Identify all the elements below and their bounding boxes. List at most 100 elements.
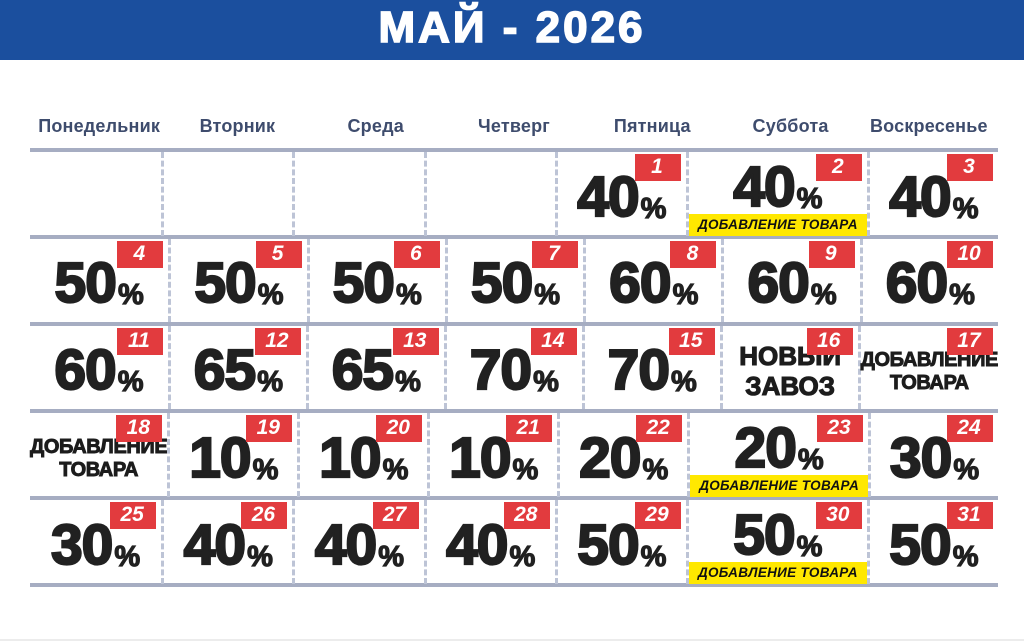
date-badge: 29	[634, 502, 681, 529]
calendar-cell-day-21: 21 10%	[427, 413, 557, 498]
calendar-cell-day-1: 1 40%	[554, 152, 686, 237]
discount-number: 60	[53, 337, 118, 402]
calendar-grid: 1 40% 2 40% ДОБАВЛЕНИЕ ТОВАРА 3 40% 4 50% 5 50% 6 50…	[30, 148, 999, 587]
date-badge: 12	[254, 328, 301, 355]
date-badge: 26	[241, 502, 288, 529]
product-addition-tag: ДОБАВЛЕНИЕ ТОВАРА	[690, 475, 869, 498]
discount-value: 50%	[576, 512, 667, 577]
discount-number: 40	[732, 155, 797, 219]
calendar-cell-day-12: 12 65%	[167, 326, 306, 409]
calendar-cell-day-17: 17 ДОБАВЛЕНИЕ ТОВАРА	[857, 326, 999, 409]
date-badge: 20	[376, 415, 423, 442]
calendar-cell-day-7: 7 50%	[444, 239, 583, 322]
percent-sign: %	[797, 444, 824, 477]
discount-number: 65	[331, 337, 396, 402]
discount-value: 40%	[445, 515, 536, 575]
calendar-cell-empty	[161, 152, 292, 237]
discount-value: 10%	[318, 428, 409, 488]
discount-value: 70%	[469, 337, 560, 402]
calendar-cell-day-13: 13 65%	[305, 326, 444, 409]
weekday-header-thursday: Четверг	[478, 116, 550, 136]
calendar-cell-empty	[292, 152, 423, 237]
discount-value: 60%	[746, 253, 837, 313]
discount-number: 40	[888, 164, 953, 229]
date-badge: 24	[946, 415, 993, 442]
date-badge: 13	[392, 328, 439, 355]
month-title: МАЙ - 2026	[378, 3, 646, 52]
discount-value: 60%	[53, 337, 144, 402]
percent-sign: %	[640, 540, 667, 573]
calendar-cell-day-4: 4 50%	[30, 239, 168, 322]
discount-value: 10%	[188, 425, 279, 490]
discount-number: 10	[188, 425, 253, 490]
calendar-cell-day-27: 27 40%	[292, 500, 423, 585]
calendar-cell-day-6: 6 50%	[306, 239, 445, 322]
calendar-cell-empty	[30, 152, 161, 236]
calendar-cell-day-9: 9 60%	[721, 239, 859, 322]
percent-sign: %	[670, 366, 697, 399]
weekday-header-sunday: Воскресенье	[869, 116, 988, 136]
date-badge: 16	[806, 328, 853, 355]
calendar-cell-day-23: 23 20% ДОБАВЛЕНИЕ ТОВАРА	[687, 413, 869, 498]
calendar-week-row: 1 40% 2 40% ДОБАВЛЕНИЕ ТОВАРА 3 40%	[30, 152, 998, 239]
percent-sign: %	[117, 279, 144, 312]
discount-number: 70	[469, 337, 534, 402]
discount-value: 50%	[888, 512, 979, 577]
calendar-cell-day-31: 31 50%	[866, 500, 998, 585]
calendar-week-row: 25 30% 26 40% 27 40% 28 40% 29 50% 30 50% ДОБАВЛЕНИЕ…	[30, 500, 998, 587]
calendar-cell-day-14: 14 70%	[443, 326, 582, 409]
percent-sign: %	[952, 192, 979, 225]
discount-number: 20	[578, 425, 643, 490]
calendar-week-row: 4 50% 5 50% 6 50% 7 50% 8 60% 9 60% 10 60%	[30, 239, 998, 326]
discount-value: 65%	[193, 340, 284, 400]
percent-sign: %	[953, 453, 980, 486]
calendar-cell-day-8: 8 60%	[583, 239, 721, 322]
discount-value: 60%	[885, 253, 976, 313]
calendar-cell-day-24: 24 30%	[868, 413, 998, 498]
percent-sign: %	[672, 279, 699, 312]
calendar-cell-day-11: 11 60%	[30, 326, 168, 409]
percent-sign: %	[796, 531, 823, 564]
calendar-cell-day-19: 19 10%	[167, 413, 297, 498]
date-badge: 22	[636, 415, 683, 442]
weekday-header-row: Понедельник Вторник Среда Четверг Пятниц…	[30, 116, 998, 137]
calendar-cell-day-29: 29 50%	[554, 500, 686, 585]
date-badge: 5	[255, 241, 302, 268]
weekday-header-saturday: Суббота	[752, 116, 829, 136]
header-bar: МАЙ - 2026	[0, 0, 1024, 60]
percent-sign: %	[257, 279, 284, 312]
discount-value: 40%	[314, 515, 405, 575]
discount-value: 20%	[733, 418, 824, 478]
discount-value: 50%	[470, 253, 561, 313]
date-badge: 23	[817, 415, 864, 442]
discount-number: 50	[53, 250, 118, 315]
percent-sign: %	[395, 279, 422, 312]
date-badge: 10	[947, 241, 993, 268]
percent-sign: %	[117, 366, 144, 399]
calendar-cell-day-20: 20 10%	[297, 413, 427, 498]
discount-value: 40%	[732, 155, 823, 219]
calendar-cell-day-25: 25 30%	[30, 500, 161, 584]
discount-value: 70%	[607, 340, 698, 400]
calendar-cell-day-3: 3 40%	[866, 152, 998, 237]
discount-number: 10	[448, 425, 513, 490]
discount-value: 50%	[732, 505, 823, 565]
date-badge: 14	[530, 328, 577, 355]
percent-sign: %	[640, 192, 667, 225]
calendar-cell-day-28: 28 40%	[423, 500, 555, 585]
calendar-cell-day-16: 16 НОВЫЙ ЗАВОЗ	[719, 326, 858, 409]
percent-sign: %	[246, 540, 273, 573]
discount-number: 50	[888, 512, 953, 577]
product-addition-tag: ДОБАВЛЕНИЕ ТОВАРА	[688, 562, 867, 585]
date-badge: 25	[110, 502, 157, 529]
calendar-cell-day-5: 5 50%	[168, 239, 306, 322]
event-label: ДОБАВЛЕНИЕ ТОВАРА	[860, 348, 999, 394]
date-badge: 15	[668, 328, 715, 355]
date-badge: 2	[815, 154, 862, 181]
discount-value: 30%	[889, 428, 980, 488]
date-badge: 21	[506, 415, 553, 442]
percent-sign: %	[952, 540, 979, 573]
weekday-header-wednesday: Среда	[347, 116, 404, 136]
discount-number: 50	[576, 512, 641, 577]
